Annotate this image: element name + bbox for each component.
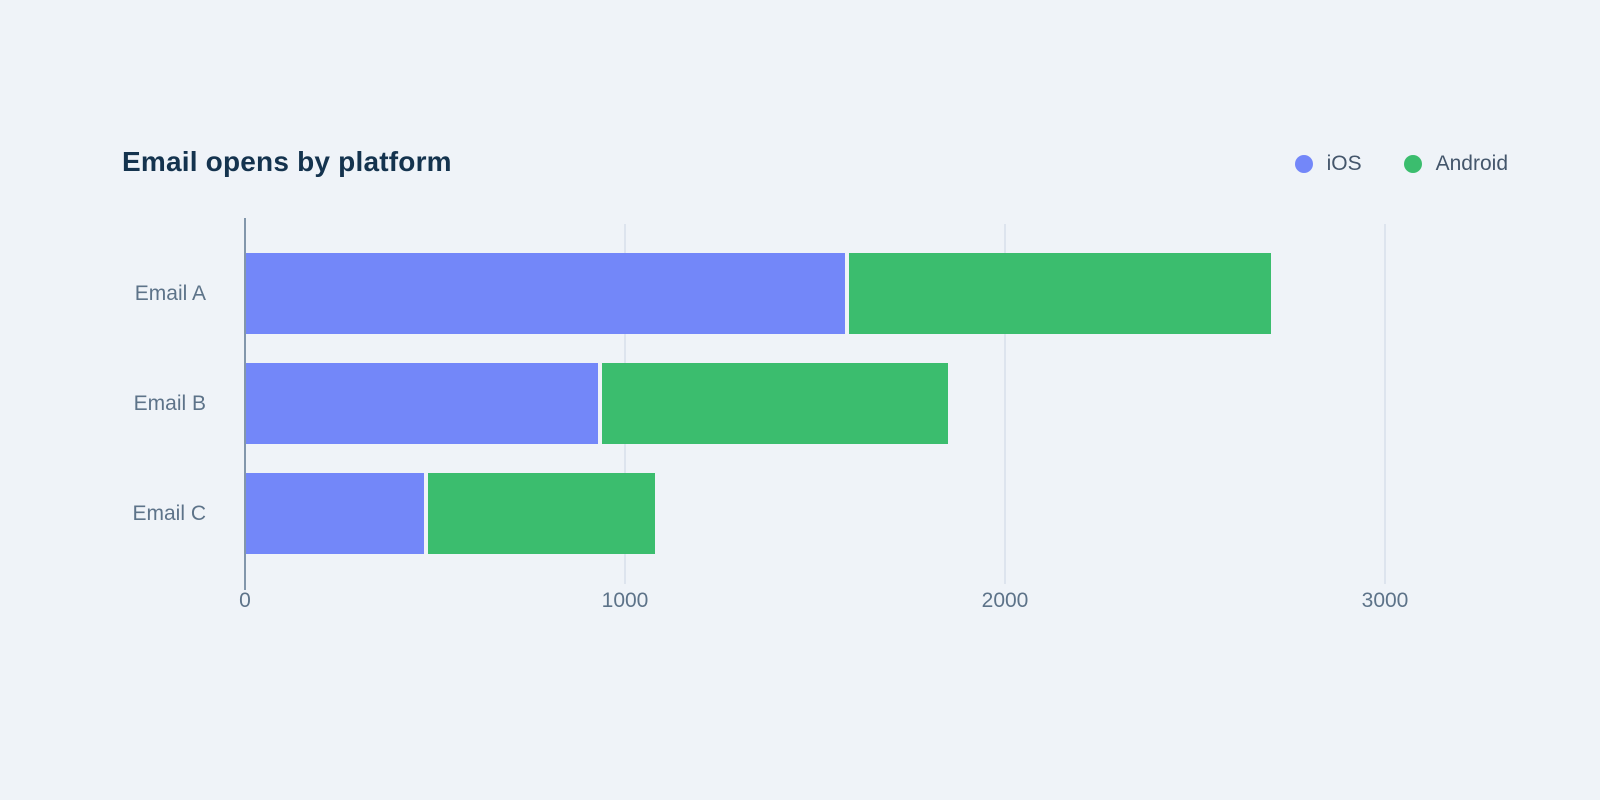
legend-item-ios: iOS: [1294, 152, 1362, 176]
chart-title: Email opens by platform: [122, 146, 452, 177]
gridline-3000: [1384, 224, 1386, 584]
x-tick-label-0: 0: [239, 589, 251, 612]
legend: iOS Android: [1294, 152, 1508, 176]
ios-legend-dot-icon: [1294, 155, 1313, 173]
bar-segment-android-email-b[interactable]: [598, 363, 948, 444]
y-axis-line: [244, 218, 246, 590]
x-tick-label-1000: 1000: [601, 589, 649, 612]
x-tick-label-3000: 3000: [1361, 589, 1409, 612]
bar-segment-ios-email-c[interactable]: [245, 473, 424, 554]
bar-segment-android-email-c[interactable]: [423, 473, 656, 554]
category-label-email-c: Email C: [132, 501, 206, 525]
legend-label-ios: iOS: [1326, 152, 1362, 175]
x-tick-label-2000: 2000: [981, 589, 1029, 612]
legend-item-android: Android: [1403, 152, 1508, 176]
bar-segment-ios-email-b[interactable]: [245, 363, 599, 444]
category-label-email-b: Email B: [133, 391, 206, 415]
android-legend-dot-icon: [1403, 155, 1422, 173]
legend-label-android: Android: [1435, 152, 1508, 175]
gridline-2000: [1004, 224, 1006, 584]
category-label-email-a: Email A: [134, 281, 206, 305]
bar-segment-ios-email-a[interactable]: [245, 253, 846, 334]
bar-segment-android-email-a[interactable]: [845, 253, 1271, 334]
